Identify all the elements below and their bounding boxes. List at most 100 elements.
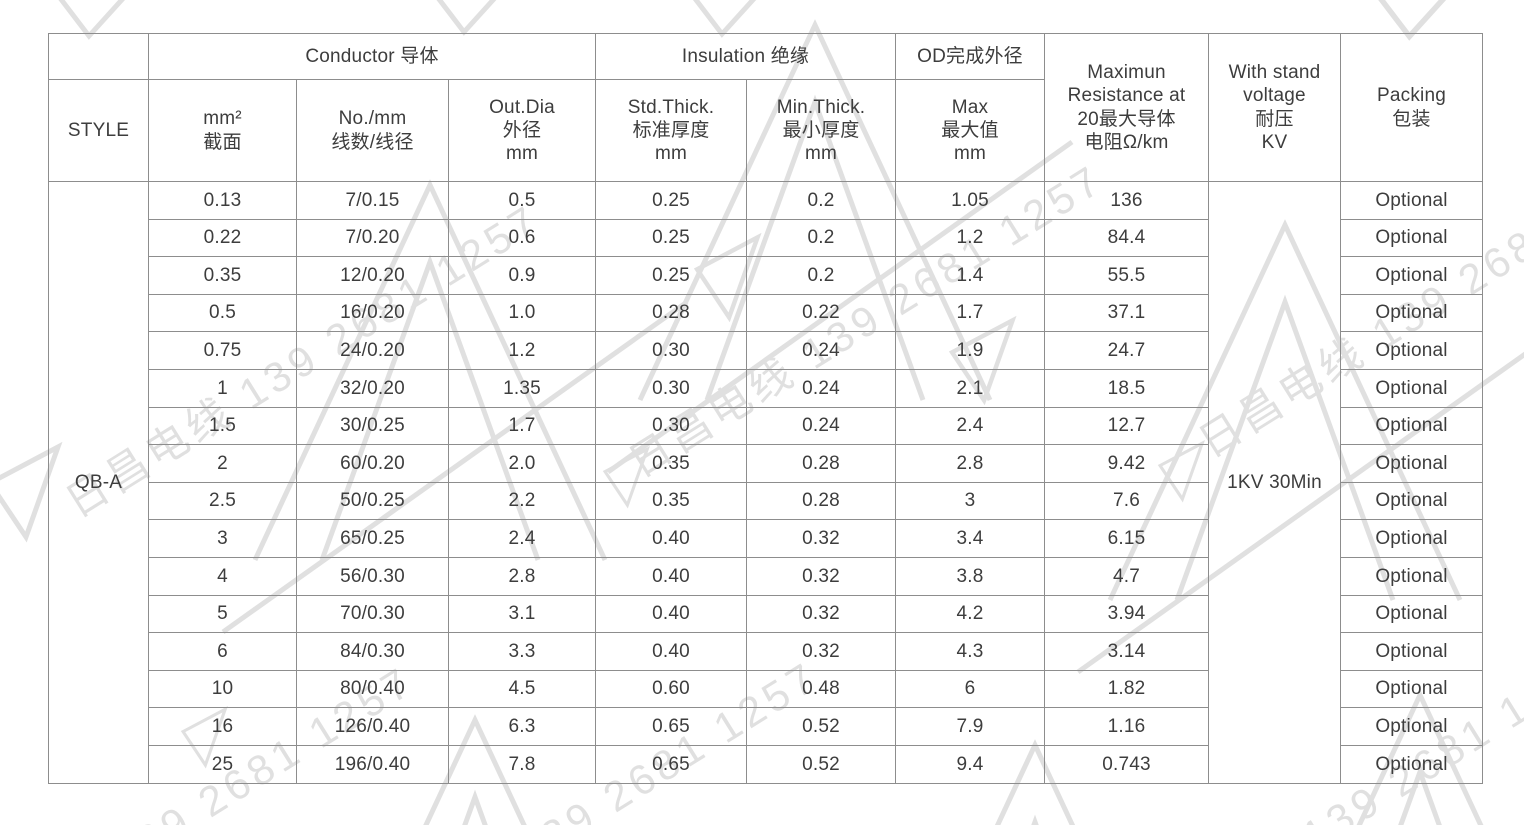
resistance-header: Maximun Resistance at 20最大导体 电阻Ω/km	[1044, 33, 1209, 182]
min-thick-cell: 0.24	[746, 368, 896, 408]
min-thick-cell: 0.2	[746, 256, 896, 295]
std-thick-cell: 0.65	[595, 744, 747, 784]
max-od-cell: 1.4	[895, 256, 1045, 295]
std-thick-cell: 0.40	[595, 594, 747, 634]
std-thick-cell: 0.25	[595, 256, 747, 295]
no-mm-cell: 24/0.20	[296, 331, 449, 370]
no-mm-header: No./mm 线数/线径	[296, 79, 449, 182]
no-mm-cell: 16/0.20	[296, 293, 449, 333]
out-dia-cell: 2.0	[448, 444, 596, 483]
out-dia-cell: 7.8	[448, 744, 596, 784]
no-mm-cell: 65/0.25	[296, 519, 449, 558]
spec-table-body: QB-A 0.13 7/0.15 0.5 0.25 0.2 1.05 136 1KV 30Min…	[48, 181, 1483, 784]
packing-cell: Optional	[1340, 331, 1483, 370]
packing-cell: Optional	[1340, 594, 1483, 634]
table-row: 6 84/0.30 3.3 0.40 0.32 4.3 3.14 Optional	[49, 632, 1483, 671]
mm2-cell: 2	[148, 444, 297, 483]
std-thick-header: Std.Thick. 标准厚度 mm	[595, 79, 747, 182]
spec-table: Conductor 导体 Insulation 绝缘 OD完成外径 Maximu…	[48, 33, 1483, 784]
min-thick-cell: 0.32	[746, 632, 896, 671]
resistance-cell: 1.16	[1044, 707, 1209, 746]
packing-cell: Optional	[1340, 744, 1483, 784]
resistance-cell: 18.5	[1044, 368, 1209, 408]
no-mm-cell: 7/0.20	[296, 218, 449, 258]
mm2-cell: 0.75	[148, 331, 297, 370]
std-thick-cell: 0.40	[595, 632, 747, 671]
mm2-cell: 10	[148, 669, 297, 709]
out-dia-cell: 1.2	[448, 331, 596, 370]
mm2-header: mm² 截面	[148, 79, 297, 182]
out-dia-cell: 0.6	[448, 218, 596, 258]
max-od-cell: 1.9	[895, 331, 1045, 370]
packing-cell: Optional	[1340, 632, 1483, 671]
voltage-value-cell: 1KV 30Min	[1208, 181, 1341, 784]
out-dia-cell: 0.9	[448, 256, 596, 295]
min-thick-cell: 0.32	[746, 594, 896, 634]
std-thick-cell: 0.30	[595, 368, 747, 408]
resistance-cell: 7.6	[1044, 481, 1209, 521]
resistance-cell: 4.7	[1044, 556, 1209, 596]
style-value-cell: QB-A	[48, 181, 149, 784]
out-dia-cell: 2.8	[448, 556, 596, 596]
max-od-cell: 1.05	[895, 181, 1045, 220]
max-od-cell: 9.4	[895, 744, 1045, 784]
max-od-cell: 2.4	[895, 406, 1045, 446]
mm2-cell: 3	[148, 519, 297, 558]
packing-header: Packing 包装	[1340, 33, 1483, 182]
mm2-cell: 0.13	[148, 181, 297, 220]
no-mm-cell: 7/0.15	[296, 181, 449, 220]
min-thick-cell: 0.24	[746, 406, 896, 446]
out-dia-cell: 2.2	[448, 481, 596, 521]
min-thick-cell: 0.32	[746, 556, 896, 596]
out-dia-cell: 1.35	[448, 368, 596, 408]
max-od-cell: 7.9	[895, 707, 1045, 746]
no-mm-cell: 80/0.40	[296, 669, 449, 709]
min-thick-cell: 0.48	[746, 669, 896, 709]
resistance-cell: 12.7	[1044, 406, 1209, 446]
out-dia-cell: 0.5	[448, 181, 596, 220]
mm2-cell: 5	[148, 594, 297, 634]
packing-cell: Optional	[1340, 444, 1483, 483]
table-row: 10 80/0.40 4.5 0.60 0.48 6 1.82 Optional	[49, 669, 1483, 709]
min-thick-cell: 0.22	[746, 293, 896, 333]
no-mm-cell: 32/0.20	[296, 368, 449, 408]
min-thick-cell: 0.2	[746, 218, 896, 258]
no-mm-cell: 126/0.40	[296, 707, 449, 746]
std-thick-cell: 0.60	[595, 669, 747, 709]
od-group-header: OD完成外径	[895, 33, 1045, 80]
mm2-cell: 0.5	[148, 293, 297, 333]
resistance-cell: 37.1	[1044, 293, 1209, 333]
min-thick-cell: 0.28	[746, 444, 896, 483]
out-dia-cell: 3.1	[448, 594, 596, 634]
no-mm-cell: 50/0.25	[296, 481, 449, 521]
mm2-cell: 4	[148, 556, 297, 596]
out-dia-cell: 2.4	[448, 519, 596, 558]
insulation-group-header: Insulation 绝缘	[595, 33, 896, 80]
resistance-cell: 55.5	[1044, 256, 1209, 295]
out-dia-cell: 1.0	[448, 293, 596, 333]
max-od-cell: 3	[895, 481, 1045, 521]
no-mm-cell: 30/0.25	[296, 406, 449, 446]
max-od-cell: 2.1	[895, 368, 1045, 408]
max-od-cell: 4.3	[895, 632, 1045, 671]
out-dia-cell: 3.3	[448, 632, 596, 671]
min-thick-cell: 0.52	[746, 744, 896, 784]
mm2-cell: 0.35	[148, 256, 297, 295]
mm2-cell: 25	[148, 744, 297, 784]
mm2-cell: 6	[148, 632, 297, 671]
max-od-cell: 3.4	[895, 519, 1045, 558]
min-thick-cell: 0.52	[746, 707, 896, 746]
packing-cell: Optional	[1340, 556, 1483, 596]
max-od-cell: 3.8	[895, 556, 1045, 596]
table-header: Conductor 导体 Insulation 绝缘 OD完成外径 Maximu…	[48, 33, 1483, 182]
std-thick-cell: 0.35	[595, 481, 747, 521]
out-dia-cell: 1.7	[448, 406, 596, 446]
out-dia-cell: 6.3	[448, 707, 596, 746]
std-thick-cell: 0.28	[595, 293, 747, 333]
mm2-cell: 1.5	[148, 406, 297, 446]
max-od-cell: 6	[895, 669, 1045, 709]
resistance-cell: 24.7	[1044, 331, 1209, 370]
style-header-spacer	[48, 33, 149, 80]
max-od-cell: 2.8	[895, 444, 1045, 483]
